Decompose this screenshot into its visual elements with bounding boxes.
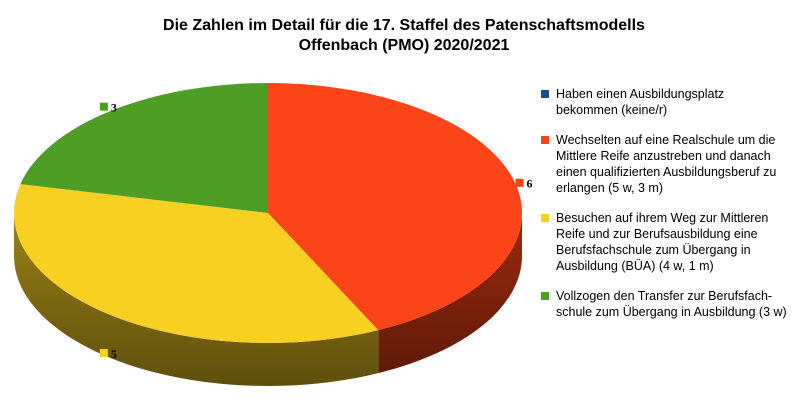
legend-label: Wechselten auf eine Realschule um die Mi… — [556, 133, 777, 195]
pie-slice — [13, 184, 379, 343]
pie-data-label: 3 — [99, 101, 117, 115]
svg-text:3: 3 — [111, 101, 117, 115]
legend-item: Haben einen Ausbildungsplatz bekommen (k… — [541, 86, 803, 118]
legend-swatch — [541, 90, 549, 98]
legend-swatch — [541, 292, 549, 300]
svg-text:5: 5 — [111, 347, 117, 361]
legend-swatch — [541, 136, 549, 144]
chart-title: Die Zahlen im Detail für die 17. Staffel… — [0, 16, 808, 56]
pie-slice — [268, 83, 522, 331]
svg-text:6: 6 — [526, 177, 532, 191]
legend-item: Vollzogen den Transfer zur Berufsfach- s… — [541, 288, 803, 320]
pie-data-label: 6 — [515, 177, 532, 191]
chart-legend: Haben einen Ausbildungsplatz bekommen (k… — [541, 86, 803, 334]
legend-label: Besuchen auf ihrem Weg zur Mittleren Rei… — [556, 211, 769, 273]
pie-slice-side — [378, 213, 522, 374]
legend-swatch — [541, 214, 549, 222]
legend-item: Besuchen auf ihrem Weg zur Mittleren Rei… — [541, 210, 803, 274]
pie-side-walls — [14, 213, 522, 386]
pie-data-label: 5 — [99, 347, 117, 361]
legend-label: Haben einen Ausbildungsplatz bekommen (k… — [556, 87, 725, 117]
chart-title-line1: Die Zahlen im Detail für die 17. Staffel… — [163, 17, 645, 34]
pie-data-labels: 6 5 3 — [99, 101, 532, 361]
legend-label: Vollzogen den Transfer zur Berufsfach- s… — [556, 289, 787, 319]
legend-item: Wechselten auf eine Realschule um die Mi… — [541, 132, 803, 196]
chart-title-line2: Offenbach (PMO) 2020/2021 — [298, 37, 510, 54]
pie-top-slices — [13, 83, 522, 343]
pie-slice — [20, 83, 268, 213]
pie-slice-side — [14, 213, 379, 386]
